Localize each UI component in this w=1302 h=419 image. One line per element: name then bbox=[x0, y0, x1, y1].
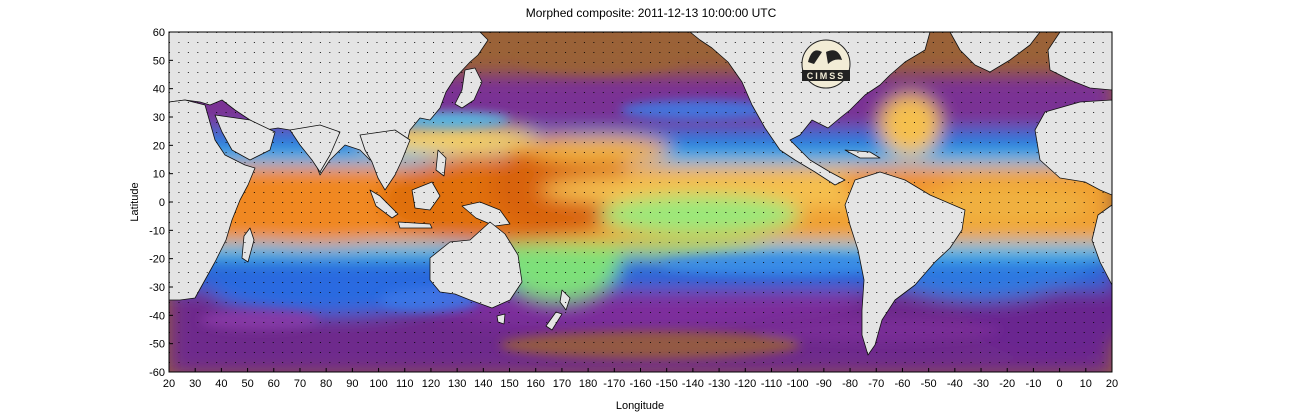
page-title: Morphed composite: 2011-12-13 10:00:00 U… bbox=[525, 6, 777, 20]
lon-tick-label: 130 bbox=[448, 378, 466, 390]
y-axis-label: Latitude bbox=[129, 182, 141, 221]
lat-tick-label: 40 bbox=[153, 84, 165, 96]
x-axis-label: Longitude bbox=[616, 400, 664, 412]
latitude-axis: 60 50 40 30 20 10 0 -10 -20 -30 -40 -50 -60 bbox=[149, 27, 173, 379]
lat-tick-label: 10 bbox=[153, 169, 165, 181]
lon-tick-label: 10 bbox=[1080, 378, 1092, 390]
lat-tick-label: 50 bbox=[153, 55, 165, 67]
lon-tick-label: 20 bbox=[1106, 378, 1118, 390]
lon-tick-label: -60 bbox=[894, 378, 910, 390]
lon-tick-label: 50 bbox=[241, 378, 253, 390]
lon-tick-label: -100 bbox=[787, 378, 809, 390]
lat-tick-label: -10 bbox=[149, 225, 165, 237]
lon-tick-label: 100 bbox=[369, 378, 387, 390]
lon-tick-label: -110 bbox=[761, 378, 782, 390]
longitude-axis: 20 30 40 50 60 70 80 90 100 110 120 130 140 150 160 170… bbox=[163, 368, 1118, 390]
lon-tick-label: 110 bbox=[396, 378, 414, 390]
lon-tick-label: 80 bbox=[320, 378, 332, 390]
lon-tick-label: -90 bbox=[816, 378, 832, 390]
lon-tick-label: 40 bbox=[215, 378, 227, 390]
lat-tick-label: 0 bbox=[159, 197, 165, 209]
lon-tick-label: -120 bbox=[734, 378, 756, 390]
lon-tick-label: -160 bbox=[629, 378, 651, 390]
lon-tick-label: -130 bbox=[708, 378, 730, 390]
cimss-logo: CIMSS bbox=[801, 39, 851, 89]
lat-tick-label: 30 bbox=[153, 112, 165, 124]
cimss-logo-text: CIMSS bbox=[807, 71, 846, 81]
lon-tick-label: 20 bbox=[163, 378, 175, 390]
lon-tick-label: -80 bbox=[842, 378, 858, 390]
graticule-dots bbox=[169, 32, 1112, 372]
lat-tick-label: -40 bbox=[149, 310, 165, 322]
lat-tick-label: -30 bbox=[149, 282, 165, 294]
lon-tick-label: 0 bbox=[1057, 378, 1063, 390]
lon-tick-label: -10 bbox=[1025, 378, 1041, 390]
lon-tick-label: -140 bbox=[682, 378, 704, 390]
lat-tick-label: -50 bbox=[149, 339, 165, 351]
lon-tick-label: 180 bbox=[579, 378, 597, 390]
lon-tick-label: 160 bbox=[527, 378, 545, 390]
lon-tick-label: -70 bbox=[868, 378, 884, 390]
lon-tick-label: -40 bbox=[947, 378, 963, 390]
lon-tick-label: 60 bbox=[268, 378, 280, 390]
lon-tick-label: -30 bbox=[973, 378, 989, 390]
lon-tick-label: -50 bbox=[921, 378, 937, 390]
lat-tick-label: -60 bbox=[149, 367, 165, 379]
lat-tick-label: 20 bbox=[153, 140, 165, 152]
lat-tick-label: 60 bbox=[153, 27, 165, 39]
lon-tick-label: 70 bbox=[294, 378, 306, 390]
lon-tick-label: 170 bbox=[553, 378, 571, 390]
lon-tick-label: 140 bbox=[474, 378, 492, 390]
lon-tick-label: 90 bbox=[346, 378, 358, 390]
lat-tick-label: -20 bbox=[149, 254, 165, 266]
lon-tick-label: 120 bbox=[422, 378, 440, 390]
lon-tick-label: 30 bbox=[189, 378, 201, 390]
lon-tick-label: 150 bbox=[500, 378, 518, 390]
lon-tick-label: -150 bbox=[656, 378, 678, 390]
lon-tick-label: -170 bbox=[603, 378, 625, 390]
lon-tick-label: -20 bbox=[999, 378, 1015, 390]
